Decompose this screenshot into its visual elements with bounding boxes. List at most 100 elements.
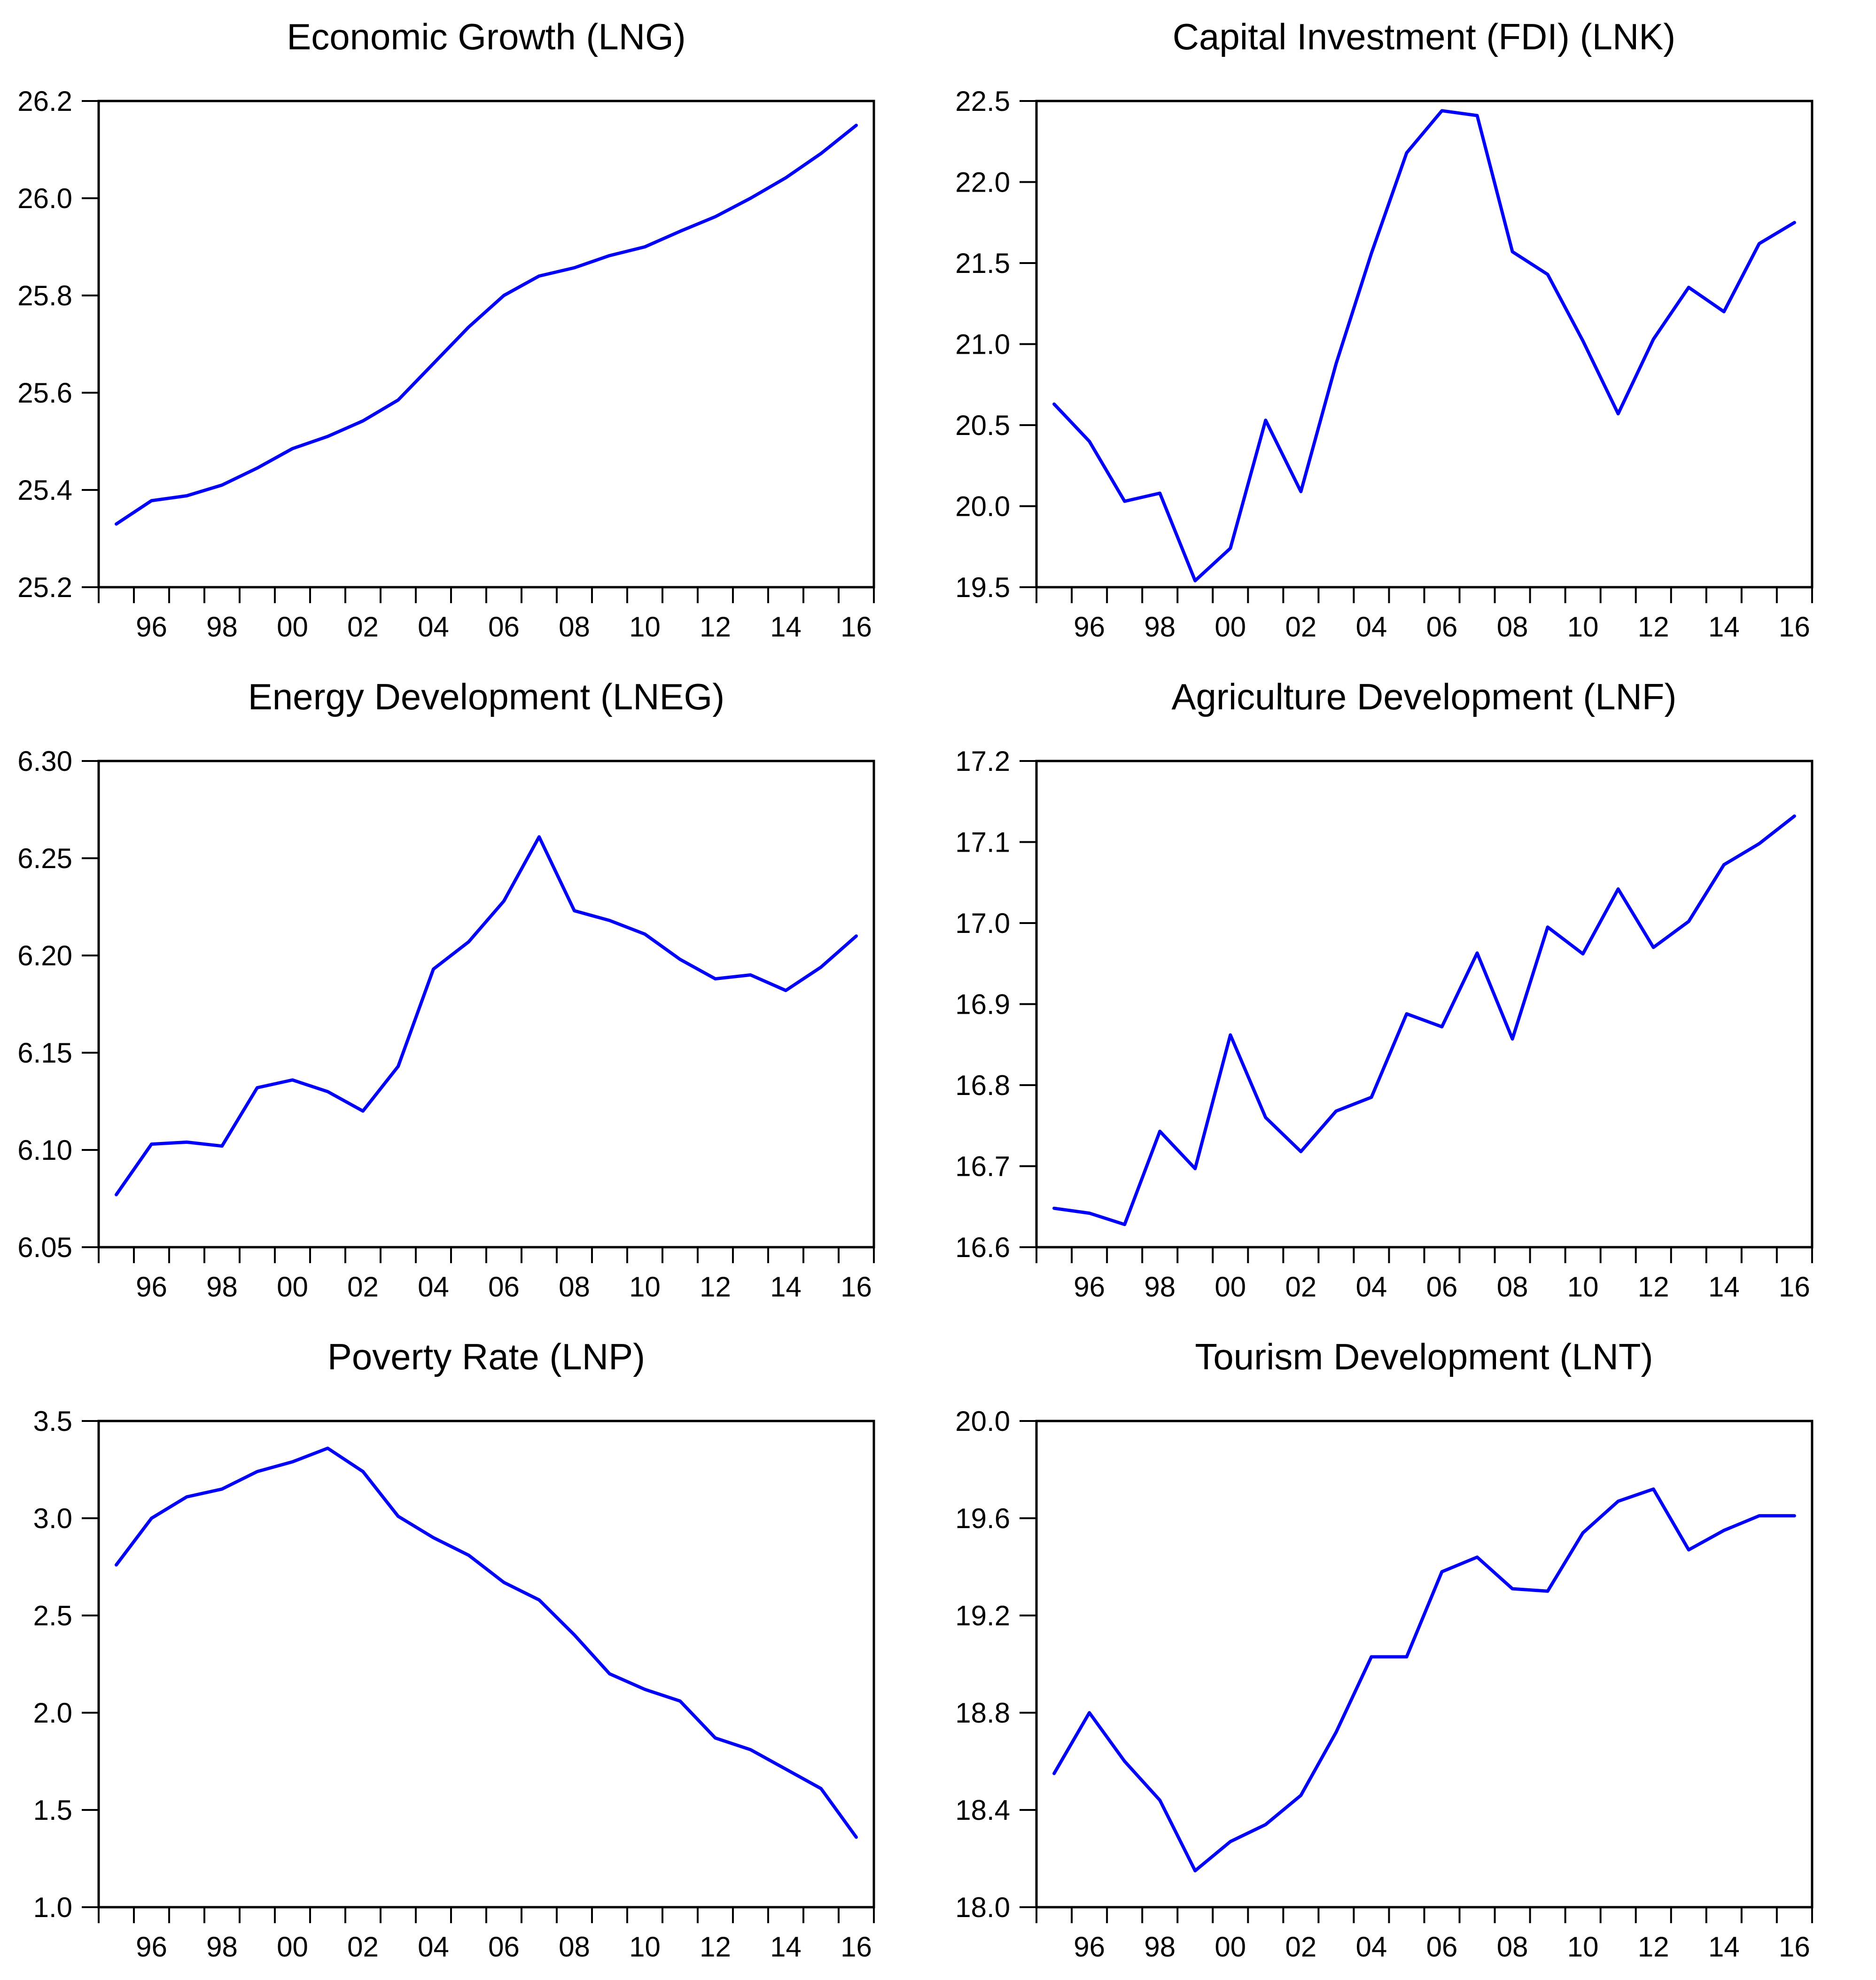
svg-text:19.6: 19.6 <box>955 1503 1010 1534</box>
svg-text:6.15: 6.15 <box>17 1037 72 1069</box>
svg-text:96: 96 <box>1074 611 1105 643</box>
svg-text:00: 00 <box>277 611 308 643</box>
svg-text:14: 14 <box>770 611 802 643</box>
chart-title-economic-growth: Economic Growth (LNG) <box>287 16 686 57</box>
svg-text:98: 98 <box>1144 611 1175 643</box>
svg-text:96: 96 <box>1074 1271 1105 1303</box>
svg-text:17.1: 17.1 <box>955 827 1010 858</box>
svg-text:6.20: 6.20 <box>17 940 72 971</box>
svg-text:12: 12 <box>700 1931 731 1963</box>
svg-text:08: 08 <box>559 611 590 643</box>
svg-text:08: 08 <box>559 1271 590 1303</box>
svg-text:21.5: 21.5 <box>955 248 1010 279</box>
svg-text:26.0: 26.0 <box>17 183 72 214</box>
svg-text:25.4: 25.4 <box>17 474 72 506</box>
svg-text:12: 12 <box>1638 1931 1669 1963</box>
line-plot-tourism-development: 18.0 18.4 18.8 19.2 19.6 20.0 96 98 00 02 04 06 08 10… <box>955 1405 1814 1963</box>
svg-text:00: 00 <box>1214 1931 1246 1963</box>
line-plot-energy-development: 6.05 6.10 6.15 6.20 6.25 6.30 96 98 00 02 04 06 08 10… <box>17 745 875 1303</box>
svg-text:19.2: 19.2 <box>955 1600 1010 1631</box>
svg-text:1.0: 1.0 <box>33 1892 72 1923</box>
svg-text:16.8: 16.8 <box>955 1070 1010 1101</box>
svg-text:06: 06 <box>1426 1931 1458 1963</box>
chart-title-agriculture-development: Agriculture Development (LNF) <box>1171 676 1677 717</box>
svg-text:16: 16 <box>841 611 872 643</box>
line-plot-poverty-rate: 1.0 1.5 2.0 2.5 3.0 3.5 96 98 00 02 04 06 08 10 12 14 16 <box>33 1405 875 1963</box>
svg-text:16: 16 <box>841 1271 872 1303</box>
svg-text:00: 00 <box>277 1931 308 1963</box>
chart-title-energy-development: Energy Development (LNEG) <box>248 676 725 717</box>
svg-text:96: 96 <box>1074 1931 1105 1963</box>
svg-text:3.5: 3.5 <box>33 1405 72 1437</box>
svg-text:18.8: 18.8 <box>955 1697 1010 1729</box>
svg-text:2.5: 2.5 <box>33 1600 72 1631</box>
svg-text:10: 10 <box>1567 611 1599 643</box>
svg-text:16: 16 <box>1779 1271 1810 1303</box>
svg-text:02: 02 <box>347 611 379 643</box>
svg-text:02: 02 <box>347 1931 379 1963</box>
svg-text:04: 04 <box>418 1271 449 1303</box>
svg-text:06: 06 <box>488 611 520 643</box>
svg-text:20.0: 20.0 <box>955 491 1010 522</box>
svg-text:04: 04 <box>418 611 449 643</box>
svg-text:04: 04 <box>1356 1271 1387 1303</box>
svg-text:02: 02 <box>1285 1271 1317 1303</box>
svg-text:12: 12 <box>1638 1271 1669 1303</box>
svg-text:98: 98 <box>1144 1931 1175 1963</box>
svg-text:02: 02 <box>1285 1931 1317 1963</box>
svg-text:6.10: 6.10 <box>17 1134 72 1166</box>
svg-text:6.05: 6.05 <box>17 1232 72 1263</box>
svg-text:17.0: 17.0 <box>955 908 1010 939</box>
svg-text:98: 98 <box>206 1271 238 1303</box>
svg-text:00: 00 <box>1214 611 1246 643</box>
svg-text:22.0: 22.0 <box>955 167 1010 198</box>
svg-text:06: 06 <box>488 1931 520 1963</box>
svg-text:98: 98 <box>206 611 238 643</box>
svg-text:25.8: 25.8 <box>17 280 72 311</box>
svg-text:20.5: 20.5 <box>955 410 1010 441</box>
line-plot-capital-investment: 19.5 20.0 20.5 21.0 21.5 22.0 22.5 96 98 00 02 04 06… <box>955 85 1814 643</box>
svg-text:02: 02 <box>1285 611 1317 643</box>
svg-text:10: 10 <box>629 1931 661 1963</box>
svg-text:25.6: 25.6 <box>17 377 72 409</box>
chart-agriculture-development: Agriculture Development (LNF) 16.6 16.7 16… <box>938 660 1876 1320</box>
svg-text:12: 12 <box>1638 611 1669 643</box>
svg-text:14: 14 <box>1708 1271 1740 1303</box>
svg-text:96: 96 <box>136 611 167 643</box>
chart-capital-investment: Capital Investment (FDI) (LNK) 19.5 20.0 2… <box>938 0 1876 660</box>
svg-text:21.0: 21.0 <box>955 329 1010 360</box>
svg-text:1.5: 1.5 <box>33 1794 72 1826</box>
svg-text:08: 08 <box>1497 1931 1528 1963</box>
svg-text:06: 06 <box>488 1271 520 1303</box>
svg-text:02: 02 <box>347 1271 379 1303</box>
chart-poverty-rate: Poverty Rate (LNP) 1.0 1.5 2.0 2.5 3.0 3.5 96 9… <box>0 1320 938 1980</box>
svg-text:26.2: 26.2 <box>17 85 72 117</box>
chart-tourism-development: Tourism Development (LNT) 18.0 18.4 18.8 19… <box>938 1320 1876 1980</box>
svg-text:10: 10 <box>629 1271 661 1303</box>
svg-text:04: 04 <box>418 1931 449 1963</box>
svg-text:22.5: 22.5 <box>955 85 1010 117</box>
svg-text:08: 08 <box>559 1931 590 1963</box>
svg-text:25.2: 25.2 <box>17 572 72 603</box>
svg-text:17.2: 17.2 <box>955 745 1010 777</box>
svg-text:96: 96 <box>136 1271 167 1303</box>
svg-text:12: 12 <box>700 611 731 643</box>
chart-title-capital-investment: Capital Investment (FDI) (LNK) <box>1172 16 1676 57</box>
svg-text:2.0: 2.0 <box>33 1697 72 1729</box>
svg-text:06: 06 <box>1426 1271 1458 1303</box>
svg-text:20.0: 20.0 <box>955 1405 1010 1437</box>
svg-text:12: 12 <box>700 1271 731 1303</box>
svg-text:08: 08 <box>1497 611 1528 643</box>
chart-economic-growth: Economic Growth (LNG) 25.2 25.4 25.6 25.8 26… <box>0 0 938 660</box>
svg-text:96: 96 <box>136 1931 167 1963</box>
svg-text:6.30: 6.30 <box>17 745 72 777</box>
svg-text:08: 08 <box>1497 1271 1528 1303</box>
svg-text:3.0: 3.0 <box>33 1503 72 1534</box>
svg-text:14: 14 <box>770 1931 802 1963</box>
svg-text:18.0: 18.0 <box>955 1892 1010 1923</box>
svg-text:16.9: 16.9 <box>955 989 1010 1020</box>
svg-text:19.5: 19.5 <box>955 572 1010 603</box>
svg-text:98: 98 <box>206 1931 238 1963</box>
svg-text:6.25: 6.25 <box>17 843 72 874</box>
